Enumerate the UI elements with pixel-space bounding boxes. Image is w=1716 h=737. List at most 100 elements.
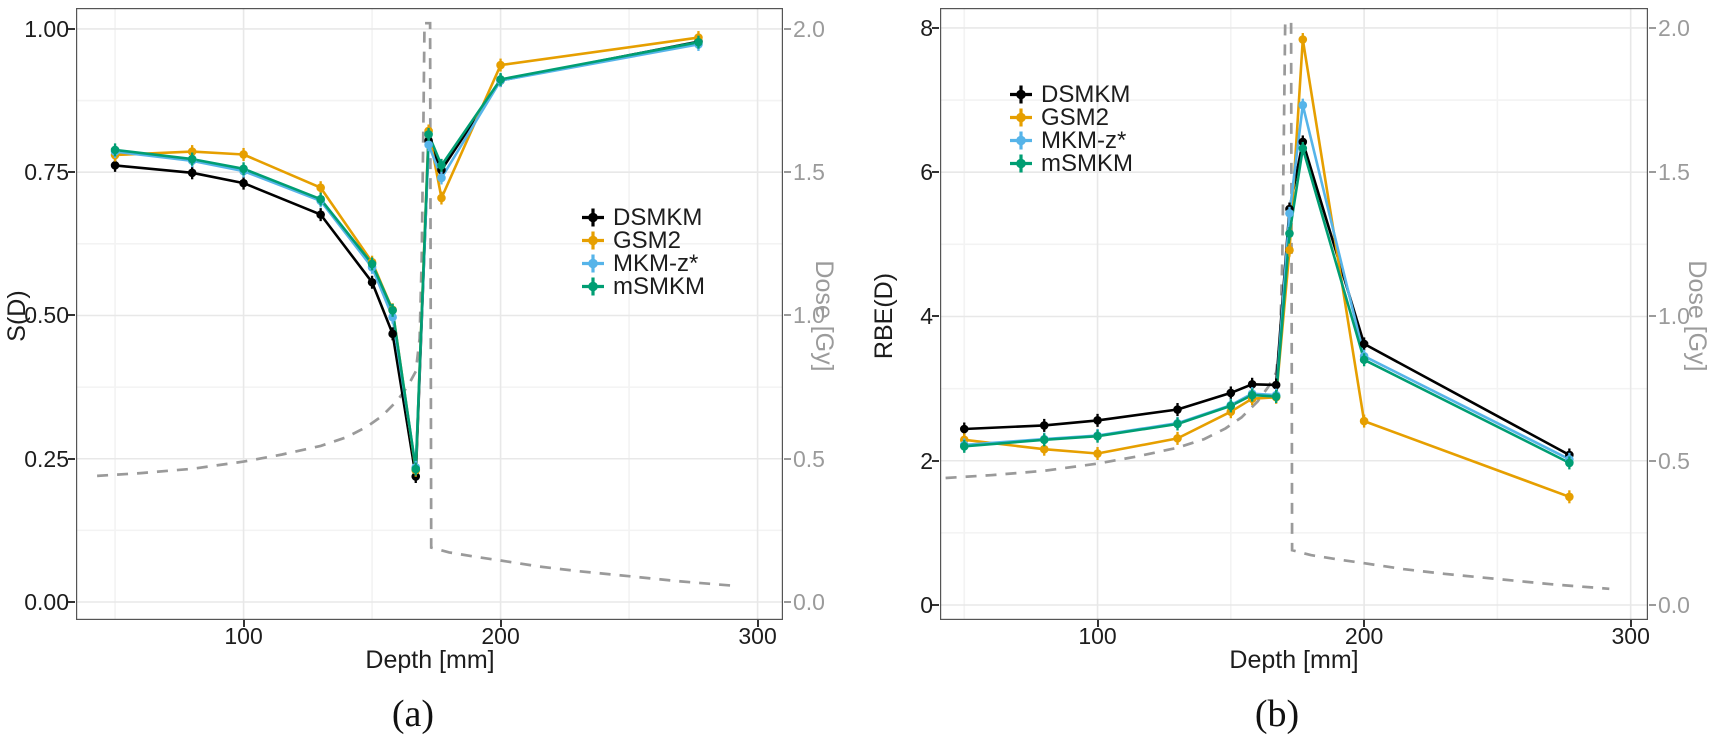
data-point-mkm-z*: [1285, 209, 1294, 218]
secondary-y-tick-label: 1.0: [793, 302, 825, 329]
x-tick-label: 200: [1344, 623, 1384, 649]
data-point-gsm2: [1173, 434, 1182, 443]
legend-entry-dsmkm: DSMKM: [1006, 83, 1133, 107]
series-line-msmkm: [964, 147, 1570, 465]
axis-tick: [784, 171, 791, 174]
plot-panel-a: [76, 8, 783, 620]
axis-tick: [1649, 315, 1656, 318]
axis-tick: [932, 26, 939, 29]
data-point-mkm-z*: [388, 312, 397, 322]
axis-tick: [1649, 459, 1656, 462]
x-axis-title-b: Depth [mm]: [1229, 646, 1359, 674]
panel-border: [940, 8, 1648, 620]
axis-tick: [68, 601, 75, 603]
legend-dot: [588, 258, 598, 269]
data-point-gsm2: [1285, 245, 1294, 255]
y-tick-label: 0.50: [24, 302, 69, 329]
y-tick-label: 0.25: [24, 445, 69, 472]
axis-tick: [784, 601, 791, 603]
secondary-y-axis-title-b: Dose [Gy]: [1683, 260, 1712, 372]
data-point-mkm-z*: [1298, 100, 1308, 110]
data-point-dsmkm: [959, 424, 969, 434]
data-point-msmkm: [694, 37, 703, 47]
axis-tick: [1649, 603, 1656, 606]
y-tick-label: 0.75: [24, 159, 69, 186]
y-tick-label: 8: [920, 14, 933, 41]
axis-tick: [68, 171, 75, 174]
legend-entry-mkmz: MKM-z*: [1006, 129, 1133, 153]
data-point-msmkm: [496, 75, 505, 84]
dose-curve-dashed-line: [97, 21, 738, 588]
legend-entry-mkmz: MKM-z*: [578, 250, 705, 277]
legend-dot: [1016, 112, 1026, 123]
y-tick-label: 0: [920, 591, 933, 618]
data-point-dsmkm: [1226, 388, 1236, 398]
y-axis-title-b: RBE(D): [869, 272, 898, 360]
data-point-msmkm: [110, 145, 120, 155]
secondary-y-tick-label: 1.0: [1658, 303, 1690, 330]
data-point-dsmkm: [388, 329, 397, 339]
legend-entry-gsm2: GSM2: [578, 229, 705, 253]
data-point-dsmkm: [1247, 379, 1257, 389]
data-point-dsmkm: [367, 277, 377, 287]
secondary-y-tick-label: 2.0: [793, 15, 825, 42]
data-point-dsmkm: [1359, 339, 1369, 349]
legend-entry-gsm2: GSM2: [1006, 104, 1133, 131]
legend-label: DSMKM: [613, 204, 703, 231]
legend-dot: [1016, 158, 1026, 169]
data-point-mkm-z*: [424, 140, 433, 150]
data-point-msmkm: [239, 164, 248, 174]
caption-a: (a): [391, 693, 435, 735]
data-point-msmkm: [1226, 401, 1236, 411]
y-tick-label: 4: [920, 303, 933, 330]
secondary-y-tick-label: 1.5: [1658, 159, 1690, 186]
data-point-msmkm: [1173, 419, 1182, 429]
data-point-dsmkm: [1093, 416, 1102, 425]
data-point-msmkm: [1285, 229, 1294, 238]
axis-tick: [1649, 171, 1656, 174]
axis-tick: [68, 314, 75, 317]
legend-a: DSMKM GSM2 MKM-z* mSMKM: [578, 204, 705, 300]
dose-curve-dashed-line: [945, 20, 1610, 591]
legend-pointrange-icon: [1010, 131, 1032, 150]
data-point-msmkm: [1271, 392, 1281, 401]
legend-entry-msmkm: mSMKM: [578, 273, 705, 300]
legend-pointrange-icon: [1010, 108, 1032, 127]
axis-tick: [784, 27, 791, 30]
legend-dot: [588, 281, 598, 292]
axis-tick: [68, 27, 75, 30]
data-point-msmkm: [388, 306, 397, 315]
secondary-y-axis-title-a: Dose [Gy]: [810, 260, 839, 372]
legend-label: MKM-z*: [613, 250, 699, 277]
x-tick-label: 100: [224, 623, 263, 649]
data-point-msmkm: [411, 464, 421, 474]
legend-label: mSMKM: [613, 273, 705, 300]
legend-pointrange-icon: [582, 277, 604, 296]
axis-tick: [756, 620, 759, 627]
caption-b: (b): [1254, 693, 1300, 735]
secondary-y-tick-label: 0.5: [1658, 447, 1690, 474]
data-point-msmkm: [1359, 355, 1369, 365]
data-point-msmkm: [1565, 458, 1574, 468]
data-point-dsmkm: [110, 161, 120, 170]
legend-dot: [588, 212, 598, 223]
axis-tick: [1629, 620, 1632, 627]
legend-pointrange-icon: [582, 231, 604, 250]
series-line-dsmkm: [964, 140, 1571, 457]
secondary-y-tick-label: 2.0: [1658, 14, 1690, 41]
data-point-msmkm: [437, 161, 446, 170]
y-tick-label: 1.00: [24, 15, 69, 42]
secondary-y-tick-label: 0.0: [1658, 591, 1690, 618]
data-point-gsm2: [1298, 35, 1308, 44]
legend-label: GSM2: [1041, 104, 1110, 131]
legend-dot: [588, 235, 598, 246]
y-tick-label: 0.00: [24, 589, 69, 615]
legend-entry-msmkm: mSMKM: [1006, 152, 1133, 176]
legend-dot: [1016, 89, 1026, 100]
data-point-dsmkm: [316, 210, 325, 219]
plot-panel-b: [940, 8, 1648, 620]
axis-tick: [242, 620, 245, 627]
data-point-gsm2: [1565, 492, 1574, 502]
x-tick-label: 300: [738, 623, 777, 649]
axis-tick: [1649, 26, 1656, 29]
